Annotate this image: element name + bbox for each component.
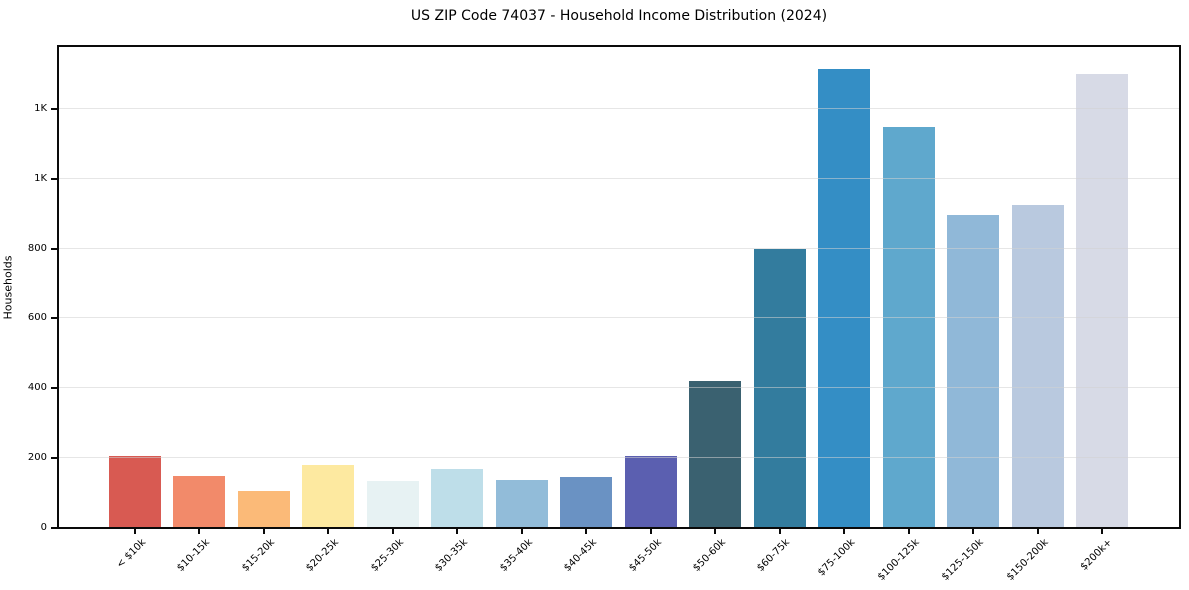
bar-$75-100k	[818, 68, 871, 528]
x-tick-label-$200k+: $200k+	[1079, 537, 1115, 573]
y-tick-mark	[51, 387, 57, 390]
x-tick-mark	[198, 528, 201, 534]
x-tick-mark	[1101, 528, 1104, 534]
x-tick-mark	[843, 528, 846, 534]
x-tick-label-$10-15k: $10-15k	[175, 537, 213, 574]
y-tick-label: 400	[27, 382, 47, 394]
plot-area	[58, 46, 1180, 528]
x-tick-label-$25-30k: $25-30k	[368, 537, 406, 574]
bar-$25-30k	[366, 480, 419, 528]
bar-$20-25k	[302, 465, 355, 528]
bar-$45-50k	[624, 456, 677, 528]
bar-$50-60k	[689, 381, 742, 528]
x-tick-label-< $10k: < $10k	[114, 537, 148, 571]
x-tick-label-$40-45k: $40-45k	[562, 537, 600, 574]
y-tick-label: 200	[27, 452, 47, 464]
x-tick-mark	[134, 528, 136, 534]
x-tick-mark	[714, 528, 717, 534]
bar-$125-150k	[947, 215, 1000, 528]
y-tick-mark	[51, 107, 57, 110]
x-tick-label-$30-35k: $30-35k	[433, 537, 471, 574]
x-tick-mark	[907, 528, 910, 534]
bar-$15-20k	[237, 490, 290, 528]
gridline-y-600	[58, 317, 1180, 319]
gridline-y-400	[58, 387, 1180, 389]
y-tick-label: 600	[27, 312, 47, 324]
gridline-y-1200	[58, 107, 1180, 109]
x-tick-label-$15-20k: $15-20k	[239, 537, 277, 574]
x-tick-mark	[972, 528, 975, 534]
x-tick-label-$45-50k: $45-50k	[626, 537, 664, 574]
x-tick-label-$60-75k: $60-75k	[755, 537, 793, 574]
gridline-y-800	[58, 247, 1180, 249]
y-tick-label: 1K	[34, 172, 47, 184]
y-tick-mark	[51, 457, 57, 460]
x-tick-label-$35-40k: $35-40k	[497, 537, 535, 574]
x-tick-label-$150-200k: $150-200k	[1004, 537, 1051, 583]
x-tick-mark	[778, 528, 781, 534]
x-tick-mark	[520, 528, 523, 534]
x-tick-label-$75-100k: $75-100k	[815, 537, 857, 579]
x-tick-mark	[391, 528, 394, 534]
y-tick-mark	[51, 317, 57, 320]
x-tick-mark	[1036, 528, 1039, 534]
y-tick-label: 800	[27, 242, 47, 254]
x-tick-label-$125-150k: $125-150k	[939, 537, 986, 583]
bar-$30-35k	[431, 468, 484, 528]
bar-$40-45k	[560, 477, 613, 528]
y-tick-mark	[51, 177, 57, 180]
y-tick-label: 0	[40, 522, 47, 533]
bar-< $10k	[109, 456, 161, 528]
bar-$35-40k	[495, 479, 548, 528]
y-tick-mark	[51, 247, 57, 250]
y-tick-mark	[51, 527, 57, 529]
bar-$100-125k	[882, 127, 935, 528]
bar-$150-200k	[1011, 204, 1064, 528]
x-tick-mark	[649, 528, 652, 534]
x-tick-mark	[327, 528, 330, 534]
x-tick-mark	[585, 528, 588, 534]
x-tick-label-$50-60k: $50-60k	[691, 537, 729, 574]
y-tick-label: 1K	[34, 102, 47, 114]
x-tick-label-$100-125k: $100-125k	[875, 537, 922, 583]
gridline-y-1000	[58, 177, 1180, 179]
gridline-y-200	[58, 457, 1180, 459]
bar-$200k+	[1076, 73, 1129, 528]
bar-$10-15k	[173, 475, 226, 528]
chart-title: US ZIP Code 74037 - Household Income Dis…	[410, 8, 828, 24]
x-tick-mark	[262, 528, 265, 534]
x-tick-label-$20-25k: $20-25k	[304, 537, 342, 574]
x-tick-mark	[456, 528, 459, 534]
